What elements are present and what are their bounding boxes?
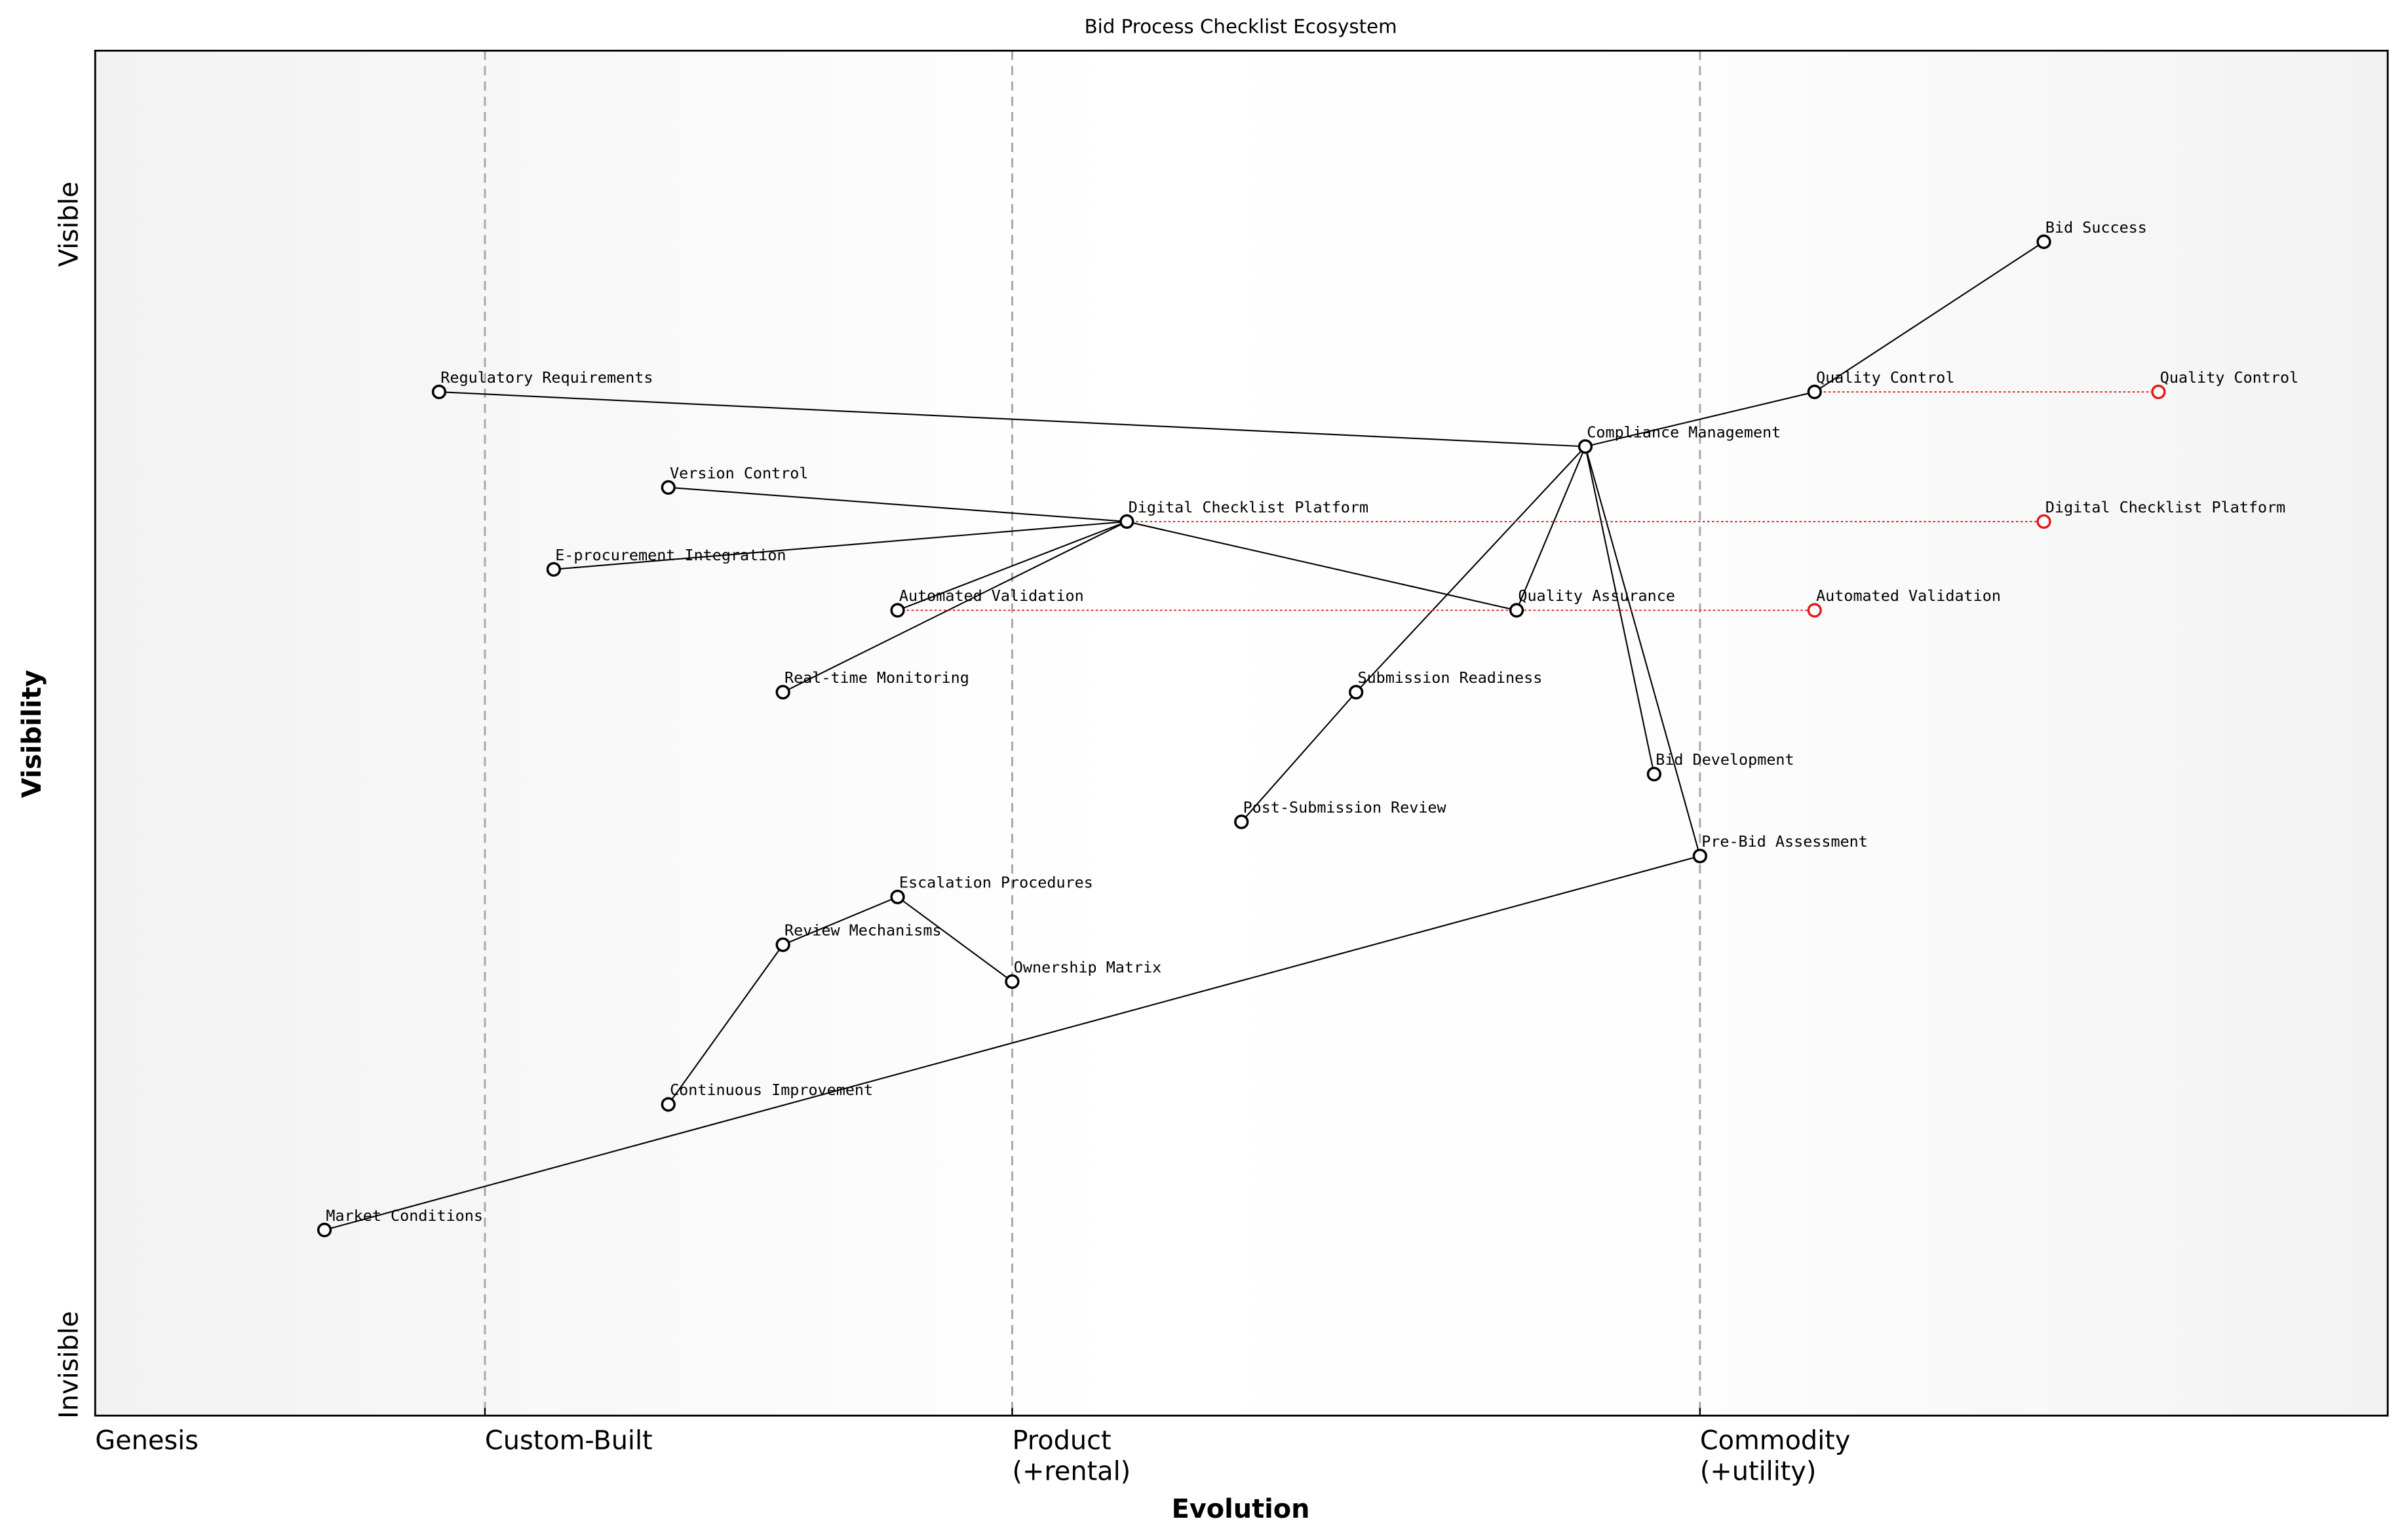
- component-label: Bid Success: [2045, 218, 2147, 237]
- component-node: [1807, 384, 1822, 400]
- dependency-link: [897, 520, 1127, 611]
- component-node: [890, 889, 905, 904]
- x-tick-label-line: Product: [1012, 1426, 1111, 1456]
- component-label: Market Conditions: [326, 1206, 483, 1225]
- component-node: [890, 603, 905, 618]
- dependency-link: [1127, 520, 1517, 611]
- component-label: Bid Development: [1655, 750, 1794, 769]
- dependency-link: [783, 520, 1127, 693]
- component-node: [1509, 603, 1524, 618]
- dependency-link: [324, 855, 1701, 1231]
- evolved-node: [2151, 384, 2166, 400]
- dependency-link: [1814, 241, 2045, 393]
- component-node: [1646, 767, 1662, 782]
- dependency-link: [1355, 446, 1586, 693]
- dependency-link: [1516, 446, 1586, 611]
- dependency-link: [1584, 446, 1655, 775]
- y-top-label: Visible: [54, 182, 84, 267]
- component-label: Review Mechanisms: [784, 921, 942, 940]
- component-label: Quality Assurance: [1518, 587, 1675, 605]
- component-node: [1005, 974, 1020, 989]
- evolved-node-label: Quality Control: [2160, 368, 2298, 387]
- x-tick-label: Commodity (+utility): [1700, 1426, 1851, 1487]
- component-node: [661, 480, 676, 495]
- component-label: Compliance Management: [1587, 423, 1781, 441]
- component-label: Real-time Monitoring: [784, 668, 969, 687]
- component-label: Submission Readiness: [1358, 668, 1543, 687]
- component-node: [775, 937, 790, 952]
- component-label: Automated Validation: [899, 587, 1084, 605]
- dependency-link: [1241, 691, 1357, 822]
- nodes-layer: Quality Control Digital Checklist Platfor…: [317, 218, 2298, 1238]
- x-tick-label: Product (+rental): [1012, 1426, 1131, 1487]
- x-tick-label-line: (+rental): [1012, 1457, 1131, 1487]
- dependency-link: [1584, 446, 1701, 857]
- component-label: Pre-Bid Assessment: [1701, 832, 1868, 851]
- dependency-link: [1585, 391, 1815, 448]
- component-node: [1234, 815, 1249, 830]
- plot-frame: [94, 49, 2389, 1417]
- evolved-node: [1807, 603, 1822, 618]
- component-node: [1692, 849, 1707, 864]
- component-label: E-procurement Integration: [555, 546, 786, 564]
- x-tick-label-line: (+utility): [1700, 1457, 1817, 1487]
- component-label: Ownership Matrix: [1014, 958, 1161, 976]
- component-node: [1577, 439, 1593, 454]
- dependency-link: [668, 486, 1127, 522]
- x-tick-label: Custom-Built: [485, 1426, 653, 1456]
- x-tick-label-line: Genesis: [95, 1426, 199, 1456]
- component-label: Quality Control: [1816, 368, 1954, 387]
- component-label: Post-Submission Review: [1243, 798, 1447, 817]
- component-node: [1349, 685, 1364, 700]
- component-label: Version Control: [670, 464, 808, 482]
- dependency-link: [783, 896, 898, 946]
- component-label: Continuous Improvement: [670, 1081, 873, 1099]
- y-bottom-label: Invisible: [54, 1311, 84, 1419]
- evolved-node-label: Automated Validation: [1816, 587, 2001, 605]
- component-node: [546, 562, 561, 577]
- x-axis-title: Evolution: [1172, 1494, 1310, 1524]
- component-node: [661, 1097, 676, 1112]
- links-layer: [324, 241, 2159, 1231]
- dependency-link: [667, 944, 784, 1105]
- evolved-node: [2036, 514, 2051, 529]
- component-label: Escalation Procedures: [899, 874, 1093, 892]
- component-node: [431, 384, 447, 400]
- dependency-link: [438, 391, 1586, 448]
- component-node: [1119, 514, 1134, 529]
- component-node: [775, 685, 790, 700]
- chart-title: Bid Process Checklist Ecosystem: [1085, 16, 1397, 38]
- evolved-node-label: Digital Checklist Platform: [2045, 498, 2285, 516]
- component-node: [317, 1222, 332, 1238]
- y-axis-title: Visibility: [17, 670, 47, 798]
- x-tick-label-line: Commodity: [1700, 1426, 1851, 1456]
- component-label: Digital Checklist Platform: [1129, 498, 1368, 516]
- component-label: Regulatory Requirements: [440, 368, 653, 387]
- x-tick-label: Genesis: [95, 1426, 199, 1456]
- grid-layer: [484, 50, 1701, 1416]
- x-tick-label-line: Custom-Built: [485, 1426, 653, 1456]
- component-node: [2036, 234, 2051, 250]
- dependency-link: [897, 896, 1013, 982]
- dependency-link: [553, 520, 1127, 570]
